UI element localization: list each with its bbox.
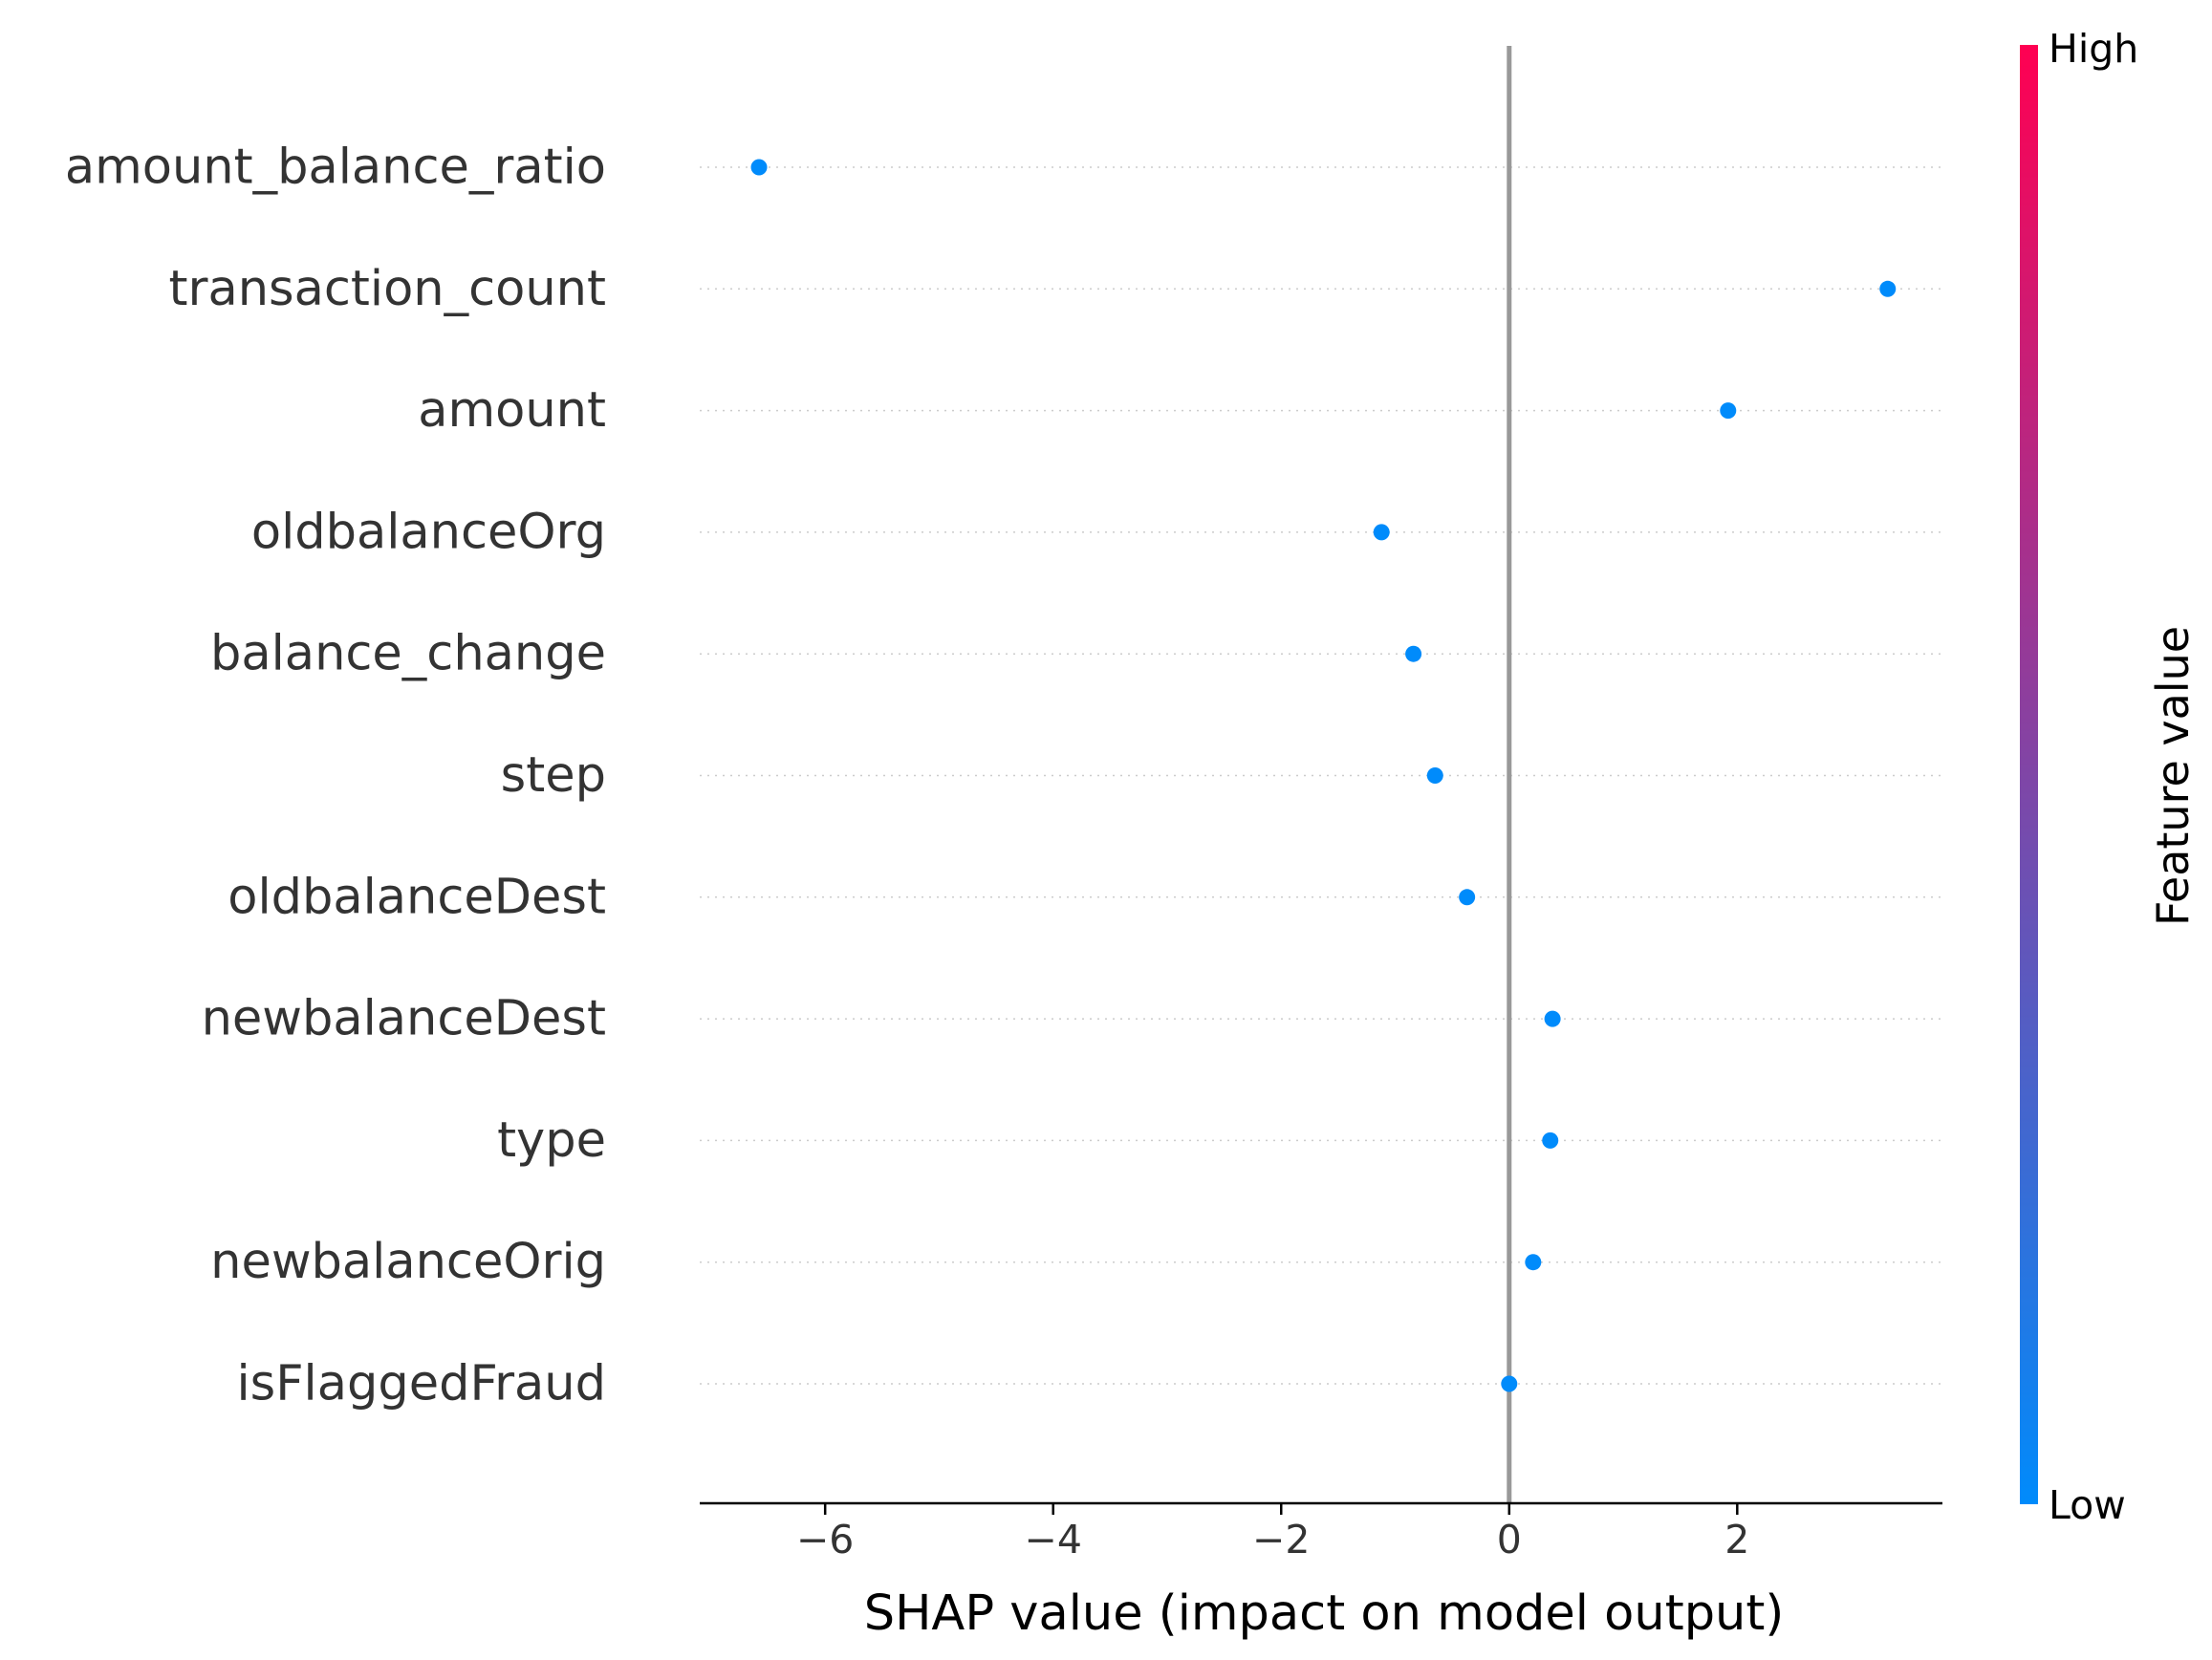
feature-label: balance_change	[210, 626, 606, 682]
feature-label: newbalanceOrig	[210, 1234, 606, 1290]
shap-point	[1525, 1254, 1542, 1271]
shap-point	[1879, 280, 1897, 297]
feature-label: oldbalanceDest	[228, 869, 606, 925]
colorbar-high-label: High	[2049, 26, 2138, 72]
shap-point	[750, 159, 768, 176]
feature-label: newbalanceDest	[202, 991, 606, 1047]
feature-label: step	[501, 747, 606, 804]
x-tick-label: −2	[1252, 1517, 1310, 1563]
shap-point	[1501, 1375, 1518, 1392]
x-axis-title: SHAP value (impact on model output)	[864, 1585, 1785, 1642]
feature-label: type	[497, 1112, 606, 1169]
colorbar	[2020, 45, 2038, 1504]
shap-point	[1720, 402, 1737, 420]
x-tick-label: −4	[1024, 1517, 1081, 1563]
x-tick-label: 2	[1724, 1517, 1749, 1563]
shap-point	[1544, 1010, 1561, 1027]
feature-label: oldbalanceOrg	[251, 504, 606, 560]
colorbar-title: Feature value	[2147, 626, 2199, 926]
shap-point	[1373, 524, 1390, 541]
feature-label: transaction_count	[169, 261, 606, 317]
feature-label: amount_balance_ratio	[65, 140, 606, 196]
grid-rows	[700, 166, 1942, 1385]
feature-label: amount	[418, 382, 606, 439]
x-tick-label: 0	[1497, 1517, 1522, 1563]
feature-labels: amount_balance_ratio transaction_countamo…	[65, 140, 606, 1412]
shap-point	[1405, 645, 1422, 662]
shap-point	[1459, 889, 1476, 906]
feature-label: isFlaggedFraud	[236, 1356, 606, 1412]
shap-point	[1426, 767, 1443, 784]
x-tick-label: −6	[796, 1517, 854, 1563]
shap-points	[750, 159, 1897, 1392]
x-axis-ticks: −6 −4 −2 0 2	[796, 1503, 1749, 1563]
shap-point	[1542, 1132, 1559, 1149]
colorbar-low-label: Low	[2049, 1482, 2126, 1528]
